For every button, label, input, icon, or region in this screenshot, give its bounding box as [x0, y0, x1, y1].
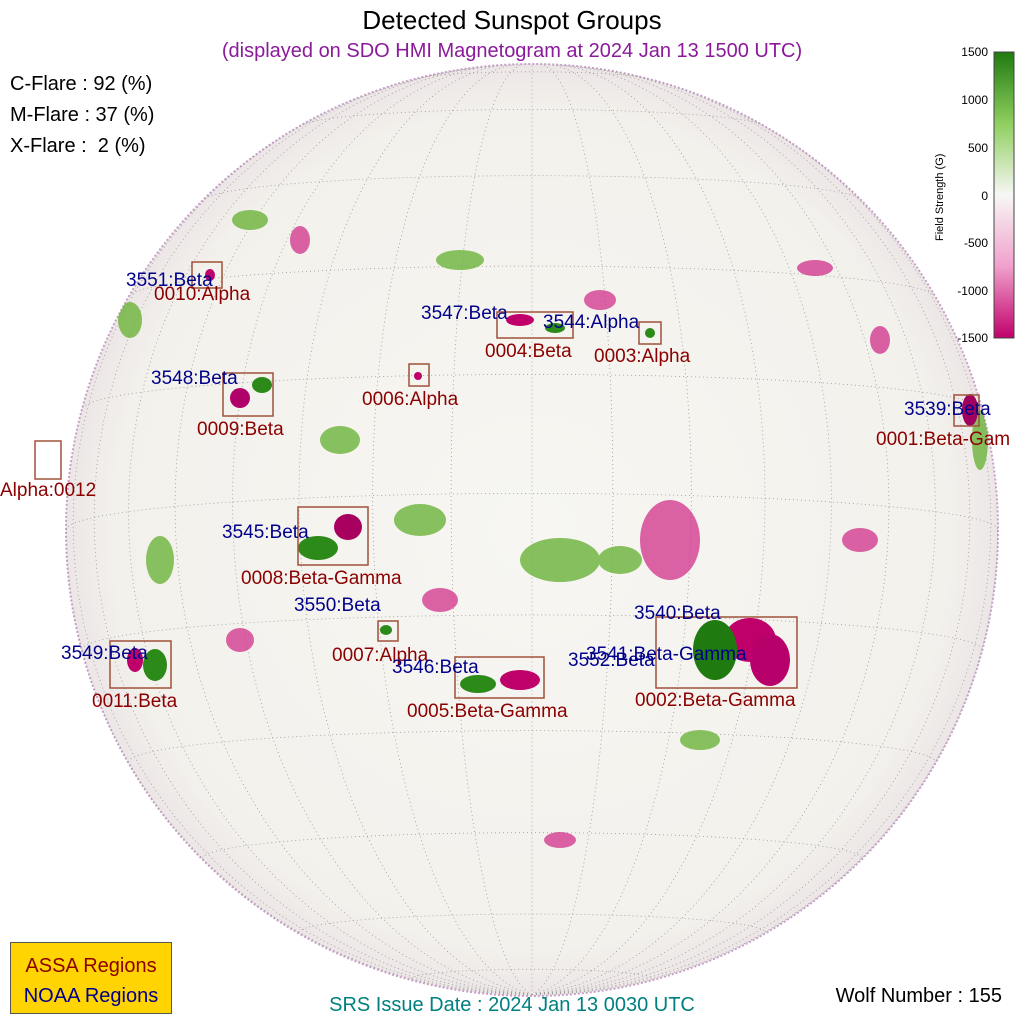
page-subtitle: (displayed on SDO HMI Magnetogram at 202…: [221, 40, 803, 62]
grid-line: [202, 832, 862, 859]
noaa-region-label: 3549:Beta: [61, 643, 148, 664]
colorbar-tick: 1000: [961, 93, 988, 107]
grid-line: [93, 77, 533, 995]
assa-region-label: 0004:Beta: [485, 341, 572, 362]
x-flare-probability: X-Flare : 2 (%): [10, 135, 146, 157]
assa-region-label: 0005:Beta-Gamma: [407, 701, 568, 722]
colorbar-tick: -1000: [957, 284, 988, 298]
colorbar-tick: 0: [981, 189, 988, 203]
lat-lon-grid: [66, 64, 998, 995]
grid-line: [417, 71, 647, 79]
c-flare-probability: C-Flare : 92 (%): [10, 73, 153, 95]
region-boxes: [34, 261, 980, 699]
noaa-region-label: 3547:Beta: [421, 303, 508, 324]
noaa-region-label: 3552:Beta: [568, 650, 655, 671]
region-legend: [10, 942, 172, 1014]
grid-line: [127, 67, 533, 995]
grid-line: [531, 77, 971, 995]
colorbar-tick: 1500: [961, 45, 988, 59]
page-title: Detected Sunspot Groups: [362, 5, 662, 35]
grid-line: [81, 614, 983, 651]
magnetic-field-patches: [118, 210, 988, 848]
assa-region-label: 0011:Beta: [92, 691, 178, 712]
assa-region-label: 0007:Alpha: [332, 645, 429, 666]
wolf-number: Wolf Number : 155: [835, 985, 1002, 1007]
colorbar-tick: 500: [967, 141, 988, 155]
grid-line: [531, 67, 937, 995]
noaa-region-label: 3551:Beta: [126, 270, 213, 291]
grid-line: [128, 265, 936, 297]
noaa-region-label: 3546:Beta: [392, 657, 479, 678]
assa-region-label: 0009:Beta: [197, 419, 284, 440]
assa-region-label: 0006:Alpha: [362, 389, 459, 410]
noaa-region-label: 3544:Alpha: [543, 312, 640, 333]
noaa-region-label: 3545:Beta: [222, 522, 309, 543]
colorbar-tick: -500: [963, 236, 988, 250]
noaa-region-label: 3541:Beta-Gamma: [586, 644, 747, 665]
grid-line: [531, 64, 832, 995]
assa-region-label: 0012:Alpha: [0, 481, 97, 500]
grid-line: [232, 64, 533, 995]
noaa-region-label: 3548:Beta: [151, 368, 238, 389]
noaa-region-label: 3539:Beta: [904, 399, 991, 420]
m-flare-probability: M-Flare : 37 (%): [10, 104, 155, 126]
assa-region-label: 0008:Beta-Gamma: [241, 568, 402, 589]
noaa-region-label: 3550:Beta: [294, 595, 381, 616]
assa-region-label: 0010:Alpha: [154, 284, 251, 305]
noaa-region-label: 3540:Beta: [634, 603, 721, 624]
assa-region-label: 0003:Alpha: [594, 346, 691, 367]
colorbar-tick: -1500: [957, 331, 988, 345]
srs-issue-date: SRS Issue Date : 2024 Jan 13 0030 UTC: [329, 994, 695, 1016]
legend-noaa-regions: NOAA Regions: [23, 985, 159, 1007]
grid-line: [204, 175, 860, 200]
colorbar: [993, 51, 1015, 339]
grid-line: [531, 64, 766, 995]
assa-region-label: 0001:Beta-Gam: [876, 430, 1011, 449]
assa-region-label: 0002:Beta-Gamma: [635, 690, 796, 711]
colorbar-title: Field Strength (G): [934, 153, 946, 241]
grid-line: [298, 64, 533, 995]
legend-assa-regions: ASSA Regions: [25, 955, 157, 977]
